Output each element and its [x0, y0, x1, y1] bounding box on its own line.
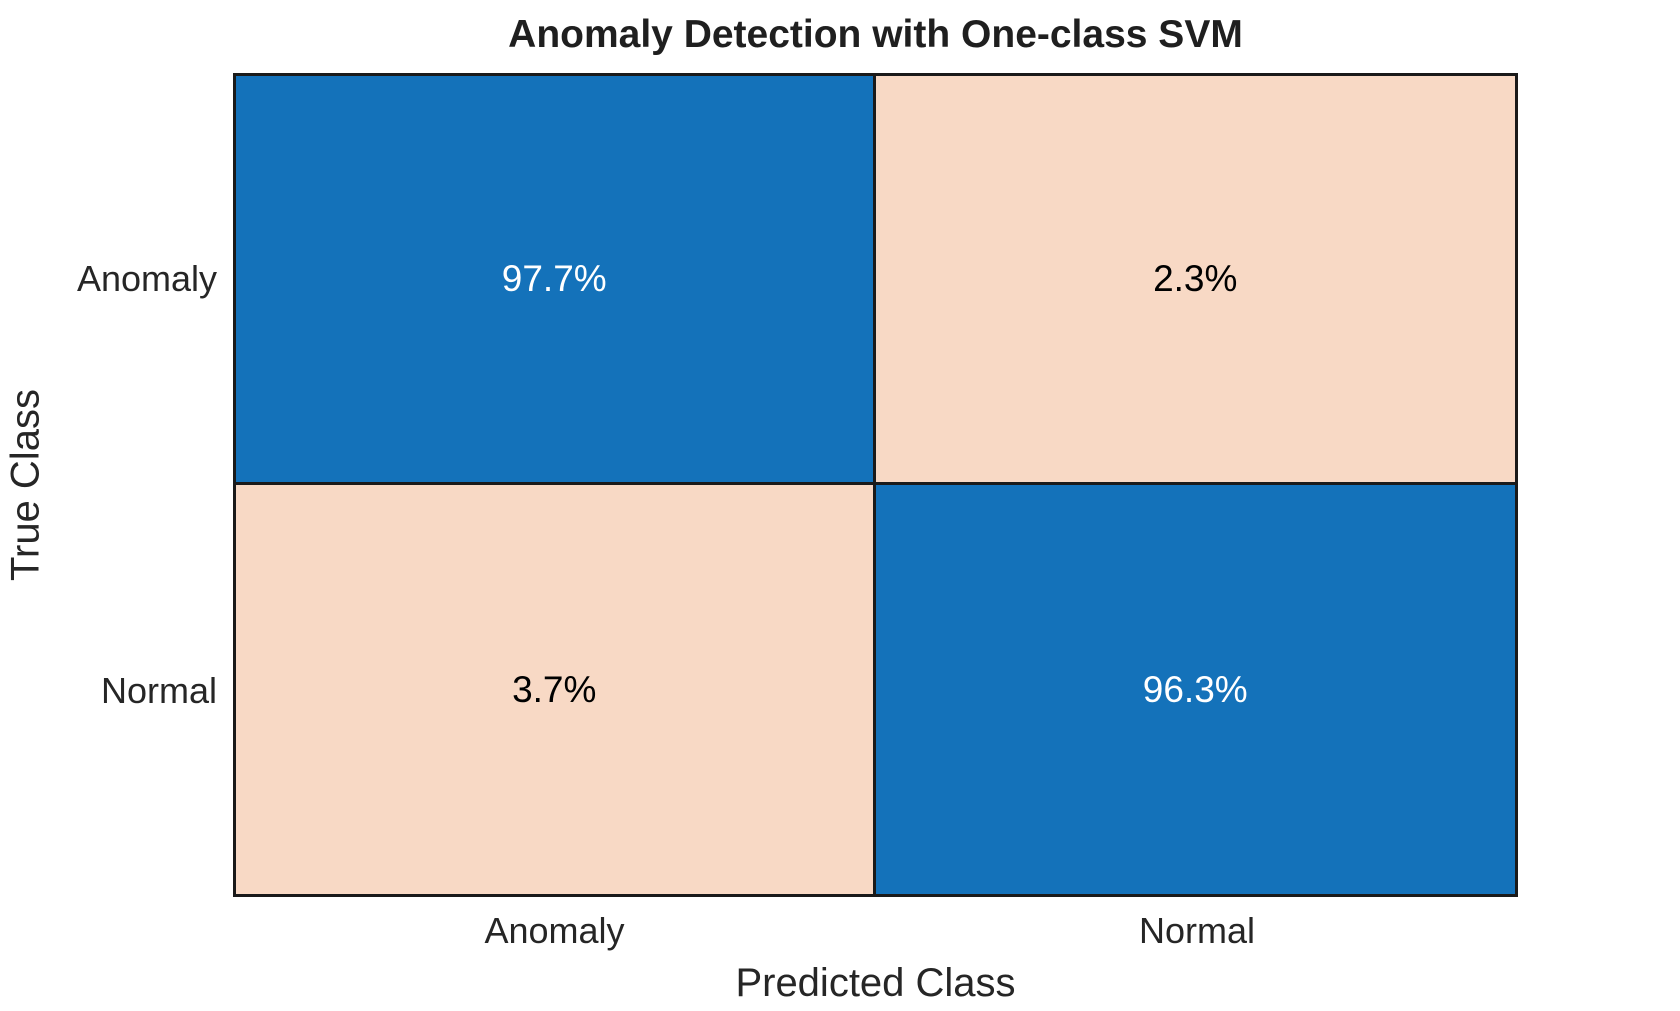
y-axis-label: True Class	[3, 389, 48, 581]
cell-true-anomaly-pred-normal: 2.3%	[875, 76, 1515, 485]
cell-true-normal-pred-anomaly: 3.7%	[236, 485, 876, 894]
x-axis-label: Predicted Class	[735, 961, 1016, 1005]
chart-title: Anomaly Detection with One-class SVM	[508, 13, 1243, 56]
cell-value-true-normal-pred-normal: 96.3%	[1142, 668, 1248, 710]
x-tick-anomaly: Anomaly	[484, 910, 625, 951]
cell-true-normal-pred-normal: 96.3%	[875, 485, 1515, 894]
cell-value-true-normal-pred-anomaly: 3.7%	[512, 668, 597, 710]
confusion-matrix-grid: 97.7% 2.3% 3.7% 96.3%	[233, 73, 1518, 897]
cell-value-true-anomaly-pred-normal: 2.3%	[1153, 258, 1238, 299]
x-tick-normal: Normal	[1138, 910, 1255, 951]
cell-true-anomaly-pred-anomaly: 97.7%	[236, 76, 876, 485]
cell-value-true-anomaly-pred-anomaly: 97.7%	[501, 258, 607, 299]
y-tick-normal: Normal	[100, 670, 217, 711]
y-tick-anomaly: Anomaly	[76, 258, 217, 299]
